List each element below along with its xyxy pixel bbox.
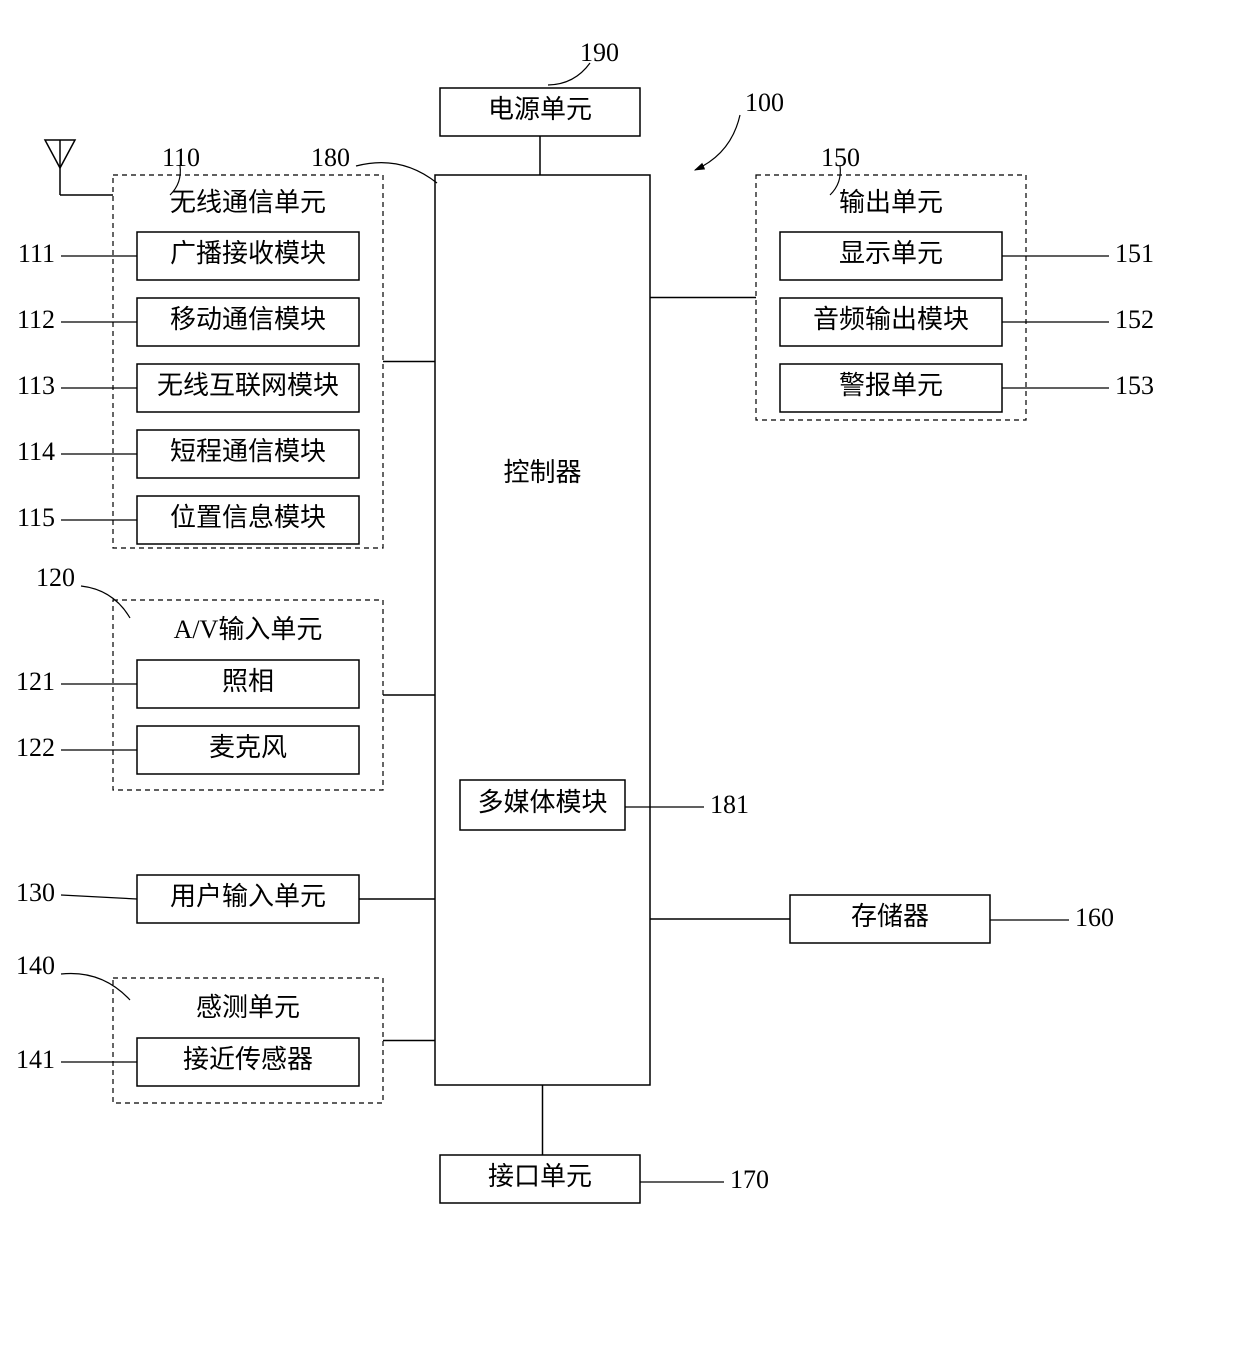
ref-112: 112 xyxy=(17,305,55,334)
wireless-item-label-4: 位置信息模块 xyxy=(170,503,326,532)
wireless-item-label-0: 广播接收模块 xyxy=(170,239,326,268)
ref-170: 170 xyxy=(730,1165,769,1194)
output-item-label-1: 音频输出模块 xyxy=(813,305,969,334)
ref-141: 141 xyxy=(16,1045,55,1074)
memory-label: 存储器 xyxy=(851,902,929,931)
ref-121: 121 xyxy=(16,667,55,696)
ref-160: 160 xyxy=(1075,903,1114,932)
multimedia-label: 多媒体模块 xyxy=(477,788,607,817)
ref-114: 114 xyxy=(17,437,55,466)
power-label: 电源单元 xyxy=(488,95,592,124)
leader-100 xyxy=(695,115,740,170)
controller-box xyxy=(435,175,650,1085)
wireless-group xyxy=(113,175,383,548)
sensing-title: 感测单元 xyxy=(196,993,300,1022)
output-title: 输出单元 xyxy=(839,188,943,217)
ref-190: 190 xyxy=(580,38,619,67)
ref-122: 122 xyxy=(16,733,55,762)
ref-180: 180 xyxy=(311,143,350,172)
wireless-item-label-3: 短程通信模块 xyxy=(170,437,326,466)
av-item-label-1: 麦克风 xyxy=(209,733,287,762)
av-title: A/V输入单元 xyxy=(174,615,323,644)
leader-130 xyxy=(61,895,137,899)
ref-153: 153 xyxy=(1115,371,1154,400)
ref-110: 110 xyxy=(162,143,200,172)
wireless-item-label-1: 移动通信模块 xyxy=(170,305,326,334)
ref-130: 130 xyxy=(16,878,55,907)
ref-100: 100 xyxy=(745,88,784,117)
wireless-item-label-2: 无线互联网模块 xyxy=(157,371,339,400)
ref-113: 113 xyxy=(17,371,55,400)
av-item-label-0: 照相 xyxy=(222,667,274,696)
ref-111: 111 xyxy=(18,239,55,268)
leader-140 xyxy=(61,973,130,1000)
controller-label: 控制器 xyxy=(503,458,581,487)
interface-label: 接口单元 xyxy=(488,1162,592,1191)
ref-120: 120 xyxy=(36,563,75,592)
ref-181: 181 xyxy=(710,790,749,819)
wireless-title: 无线通信单元 xyxy=(170,188,326,217)
ref-152: 152 xyxy=(1115,305,1154,334)
ref-151: 151 xyxy=(1115,239,1154,268)
user-input-label: 用户输入单元 xyxy=(170,882,326,911)
ref-140: 140 xyxy=(16,951,55,980)
output-item-label-0: 显示单元 xyxy=(839,239,943,268)
leader-180 xyxy=(356,163,437,183)
ref-115: 115 xyxy=(17,503,55,532)
sensing-item-label-0: 接近传感器 xyxy=(183,1045,313,1074)
output-item-label-2: 警报单元 xyxy=(839,371,943,400)
leader-120 xyxy=(81,586,130,618)
